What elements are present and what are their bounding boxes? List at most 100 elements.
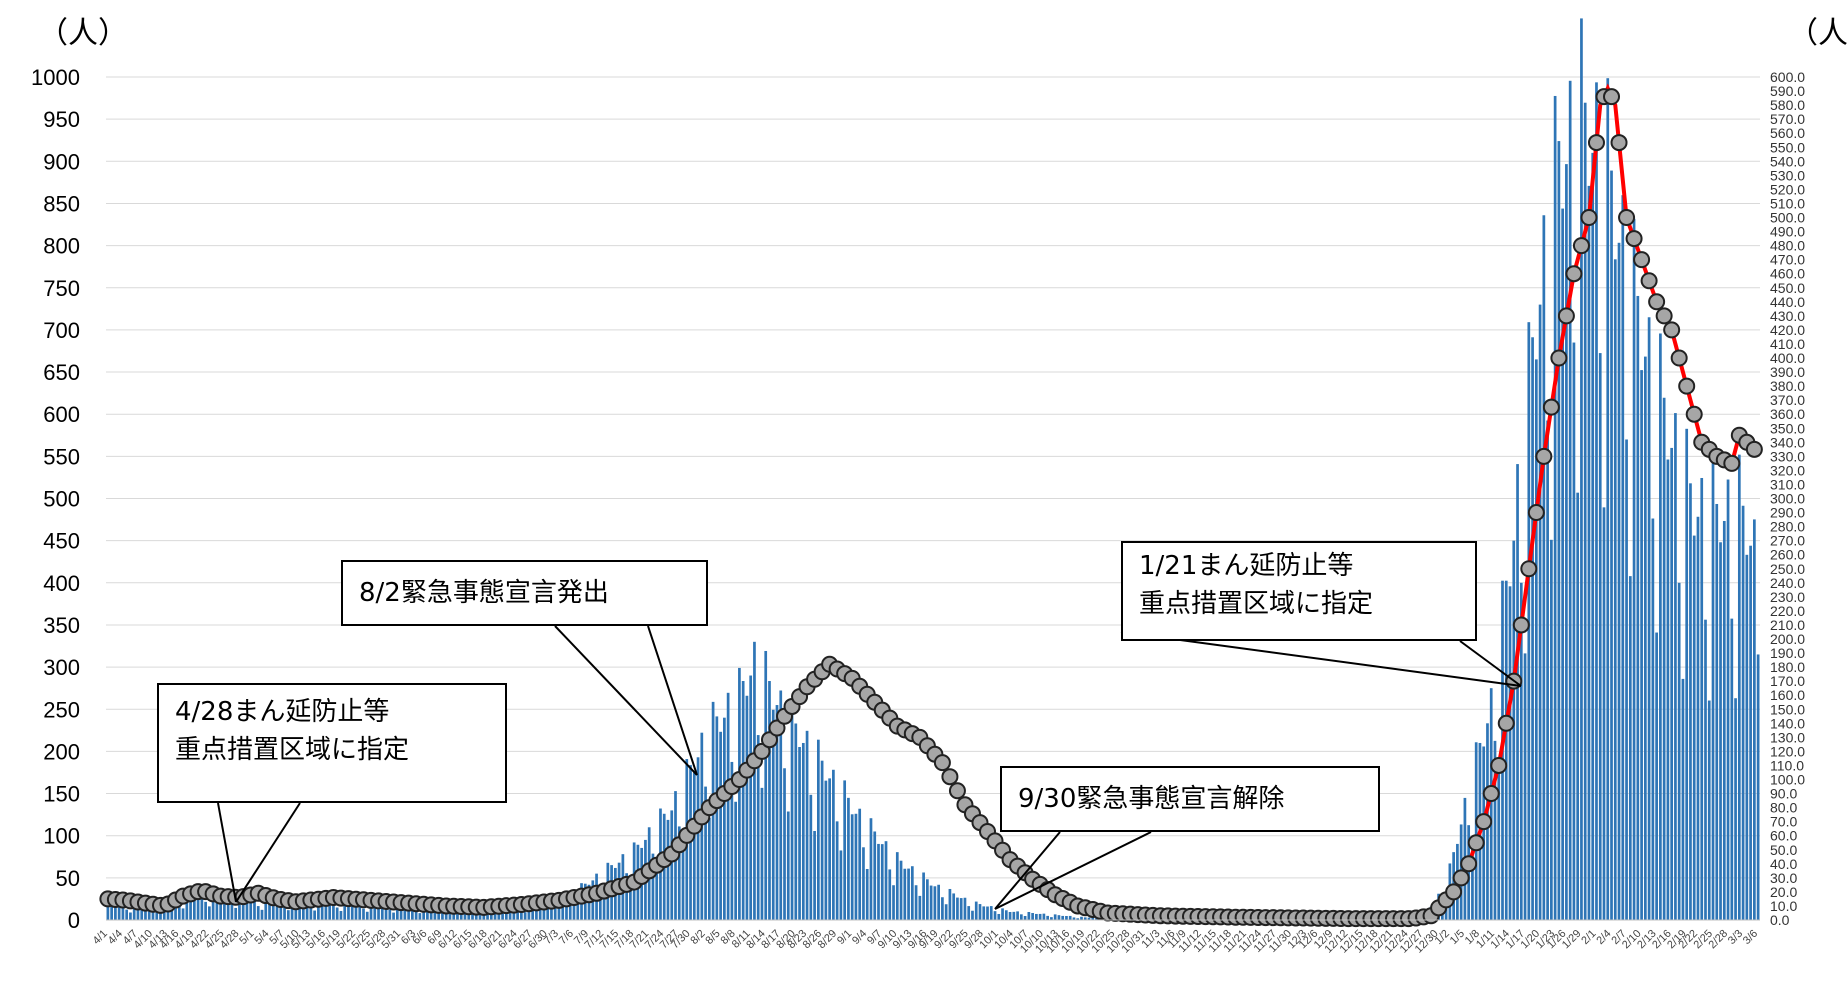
bar: [1681, 678, 1685, 920]
bar: [121, 904, 125, 920]
pointer-line: [235, 802, 301, 903]
bar: [929, 885, 933, 920]
bar: [1741, 505, 1745, 920]
bar: [1602, 507, 1606, 920]
bar: [805, 730, 809, 920]
left-tick-label: 750: [43, 276, 80, 301]
bar: [730, 761, 734, 920]
right-tick-label: 410.0: [1770, 336, 1805, 352]
bar: [1700, 477, 1704, 920]
bar: [411, 906, 414, 920]
left-tick-label: 900: [43, 149, 80, 174]
bar: [801, 742, 805, 920]
bar: [1523, 653, 1527, 920]
bar: [963, 897, 967, 920]
right-tick-label: 270.0: [1770, 533, 1805, 549]
right-tick-label: 30.0: [1770, 870, 1797, 886]
right-tick-label: 220.0: [1770, 603, 1805, 619]
bar: [816, 739, 820, 920]
bar: [223, 896, 226, 920]
left-tick-label: 700: [43, 318, 80, 343]
right-tick-label: 180.0: [1770, 659, 1805, 675]
bar: [418, 913, 422, 920]
left-tick-label: 400: [43, 571, 80, 596]
bar: [328, 903, 332, 920]
right-tick-label: 120.0: [1770, 743, 1805, 759]
left-tick-label: 500: [43, 487, 80, 512]
bar: [414, 910, 418, 920]
right-tick-label: 520.0: [1770, 181, 1805, 197]
right-tick-label: 230.0: [1770, 589, 1805, 605]
right-tick-label: 50.0: [1770, 842, 1797, 858]
bar: [723, 717, 726, 920]
bar: [1696, 516, 1700, 920]
right-tick-label: 600.0: [1770, 69, 1805, 85]
bar: [1587, 185, 1591, 920]
bar: [655, 868, 659, 920]
bar: [305, 900, 309, 920]
bar: [211, 890, 215, 920]
bar: [561, 897, 565, 920]
bar: [538, 904, 542, 920]
bar: [369, 903, 373, 920]
right-tick-label: 200.0: [1770, 631, 1805, 647]
bar: [1553, 95, 1557, 920]
bar: [508, 907, 512, 920]
bar: [256, 906, 260, 920]
right-tick-label: 10.0: [1770, 898, 1797, 914]
bar: [1068, 915, 1072, 920]
bar: [155, 911, 159, 920]
callout-pointers: [217, 625, 1522, 910]
right-tick-label: 400.0: [1770, 350, 1805, 366]
bar: [1617, 242, 1621, 921]
bar: [332, 901, 335, 920]
left-tick-label: 850: [43, 191, 80, 216]
bar: [271, 902, 275, 920]
right-tick-label: 190.0: [1770, 645, 1805, 661]
right-axis-unit: （人）: [1788, 16, 1848, 51]
bar: [189, 896, 192, 920]
bar: [922, 872, 925, 920]
bar: [907, 868, 910, 920]
bar: [749, 675, 753, 920]
bar: [1726, 479, 1730, 920]
right-tick-label: 170.0: [1770, 673, 1805, 689]
bar: [926, 879, 929, 920]
bar: [1004, 910, 1008, 920]
bar: [1625, 439, 1628, 920]
bar: [365, 911, 369, 920]
right-tick-label: 130.0: [1770, 729, 1805, 745]
bar: [809, 794, 813, 920]
left-tick-label: 550: [43, 444, 80, 469]
bar: [1512, 540, 1516, 920]
bar: [982, 906, 986, 920]
pointer-line: [1120, 631, 1522, 687]
bar: [1670, 447, 1674, 920]
bar: [1012, 911, 1016, 920]
right-tick-label: 350.0: [1770, 420, 1805, 436]
bar: [888, 869, 892, 920]
bar: [941, 897, 944, 920]
right-tick-label: 290.0: [1770, 505, 1805, 521]
bar: [914, 885, 918, 920]
right-tick-label: 510.0: [1770, 195, 1805, 211]
bar: [813, 830, 816, 920]
left-tick-label: 150: [43, 782, 80, 807]
bar: [1538, 304, 1542, 920]
average-point: [948, 782, 966, 800]
bar: [140, 907, 144, 920]
bar: [174, 898, 177, 920]
bar: [125, 909, 129, 920]
bar: [268, 900, 271, 920]
callout-apr28: 4/28まん延防止等 重点措置区域に指定: [157, 683, 507, 803]
bar: [151, 909, 155, 920]
bar: [854, 813, 858, 920]
bar: [1019, 914, 1023, 920]
bar: [1711, 462, 1715, 920]
bar: [1061, 915, 1065, 920]
right-tick-label: 150.0: [1770, 701, 1805, 717]
bar: [392, 912, 395, 920]
bar: [196, 896, 200, 920]
right-tick-label: 280.0: [1770, 519, 1805, 535]
bar: [407, 907, 410, 920]
